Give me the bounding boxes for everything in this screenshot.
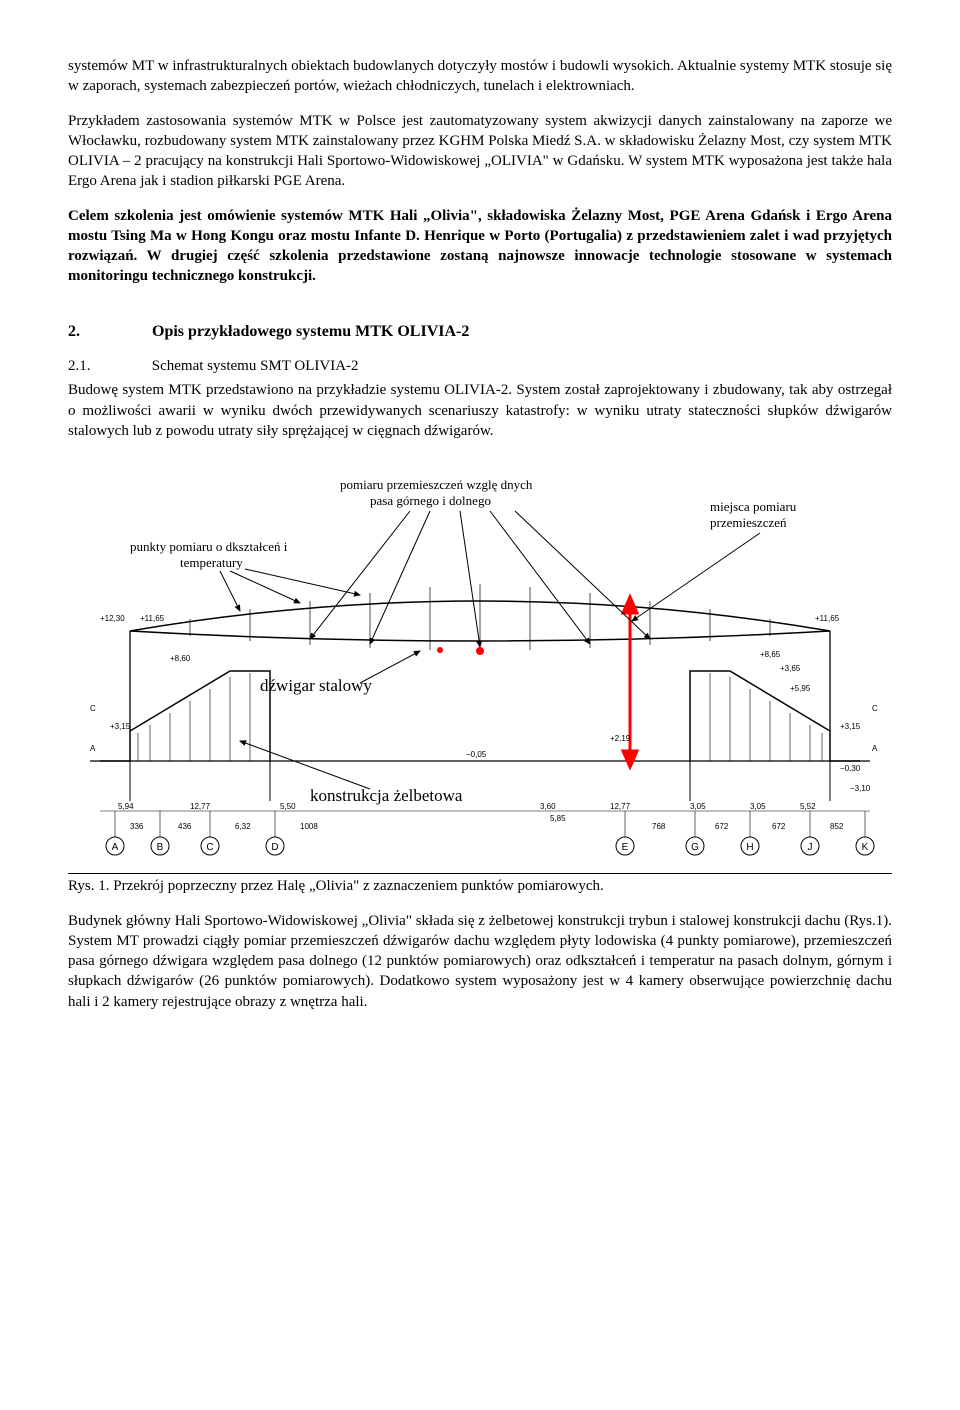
subsection-2-1-heading: 2.1. Schemat systemu SMT OLIVIA-2 [68,356,892,376]
dim-19: 3,05 [690,802,706,811]
svg-text:K: K [862,842,869,853]
paragraph-1: systemów MT w infrastrukturalnych obiekt… [68,56,892,97]
svg-text:G: G [691,842,699,853]
side-A-right: A [872,744,878,753]
dim-8: −0,30 [840,764,861,773]
side-C-left: C [90,704,96,713]
axis-H: H [741,837,759,855]
bdim-4: 768 [652,822,666,831]
dim-5: −0,05 [466,750,487,759]
ann1-line2: pasa górnego i dolnego [370,493,491,508]
dim-10: +3,65 [780,664,801,673]
ann1-line1: pomiaru przemieszczeń wzglę dnych [340,477,533,492]
bdim-3: 1008 [300,822,318,831]
bdim-0: 336 [130,822,144,831]
svg-text:B: B [157,842,164,853]
dim-4: +3,15 [110,722,131,731]
dim-16: 5,50 [280,802,296,811]
section-2-heading: 2. Opis przykładowego systemu MTK OLIVIA… [68,321,892,343]
svg-text:D: D [271,842,278,853]
paragraph-3: Celem szkolenia jest omówienie systemów … [68,206,892,287]
axis-A: A [106,837,124,855]
ann3-line1: miejsca pomiaru [710,499,797,514]
paragraph-5: Budowę system MTK przedstawiono na przyk… [68,380,892,441]
figure-1-caption: Rys. 1. Przekrój poprzeczny przez Halę „… [68,873,892,896]
ann5: konstrukcja żelbetowa [310,786,463,805]
dim-11: +8,65 [760,650,781,659]
axis-J: J [801,837,819,855]
ann2-line1: punkty pomiaru o dkształceń i [130,539,288,554]
ann4: dźwigar stalowy [260,676,372,695]
figure-1: pomiaru przemieszczeń wzglę dnych pasa g… [68,461,892,867]
dim-20: 5,85 [550,814,566,823]
side-C-right: C [872,704,878,713]
dim-22: 5,52 [800,802,816,811]
axis-E: E [616,837,634,855]
axis-K: K [856,837,874,855]
dim-3: +8,60 [170,654,191,663]
dim-15: 12,77 [190,802,211,811]
bdim-7: 852 [830,822,844,831]
bdim-2: 6,32 [235,822,251,831]
svg-text:C: C [206,842,213,853]
svg-text:H: H [746,842,753,853]
dim-21: 3,05 [750,802,766,811]
section-2-number: 2. [68,321,148,343]
svg-text:J: J [808,842,813,853]
dim-18: 12,77 [610,802,631,811]
bdim-6: 672 [772,822,786,831]
axis-D: D [266,837,284,855]
svg-text:A: A [112,842,119,853]
dim-1: +12,30 [100,614,125,623]
section-2-title: Opis przykładowego systemu MTK OLIVIA-2 [152,323,469,340]
bdim-1: 436 [178,822,192,831]
subsection-2-1-number: 2.1. [68,356,148,376]
dim-6: +2,19 [610,734,631,743]
dim-2: +11,65 [140,614,165,623]
axis-B: B [151,837,169,855]
side-A-left: A [90,744,96,753]
paragraph-2: Przykładem zastosowania systemów MTK w P… [68,111,892,192]
ann3-line2: przemieszczeń [710,515,787,530]
axis-C: C [201,837,219,855]
cross-section-diagram: pomiaru przemieszczeń wzglę dnych pasa g… [70,461,890,861]
svg-text:E: E [622,842,629,853]
dim-14: 5,94 [118,802,134,811]
bdim-5: 672 [715,822,729,831]
axis-G: G [686,837,704,855]
paragraph-6: Budynek główny Hali Sportowo-Widowiskowe… [68,911,892,1012]
dim-9: −3,10 [850,784,871,793]
dim-17: 3,60 [540,802,556,811]
subsection-2-1-title: Schemat systemu SMT OLIVIA-2 [152,358,359,374]
dim-12: +11,65 [815,614,840,623]
ann2-line2: temperatury [180,555,243,570]
dim-13: +5,95 [790,684,811,693]
dim-7: +3,15 [840,722,861,731]
